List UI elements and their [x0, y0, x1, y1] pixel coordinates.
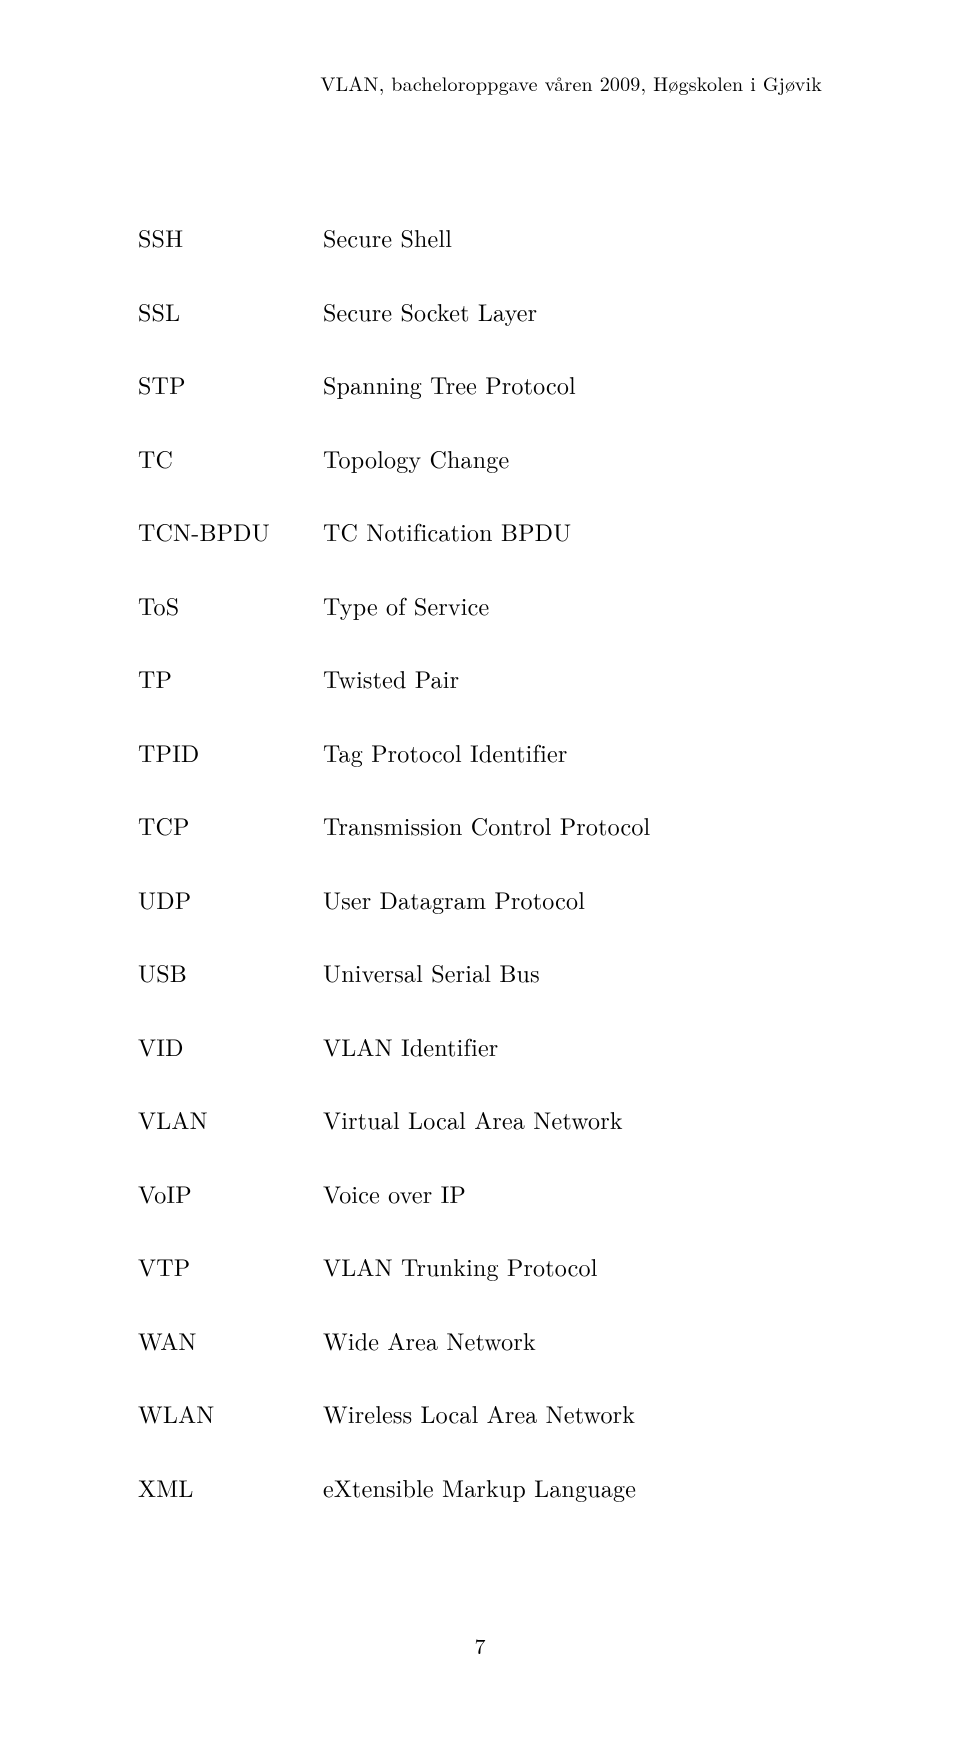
glossary-row: UDPUser Datagram Protocol [138, 882, 822, 916]
glossary-term: TC [138, 441, 323, 475]
glossary-term: SSL [138, 294, 323, 328]
glossary-definition: Topology Change [323, 441, 509, 475]
glossary-row: TCPTransmission Control Protocol [138, 808, 822, 842]
glossary-row: VLANVirtual Local Area Network [138, 1102, 822, 1136]
glossary-definition: VLAN Identifier [323, 1029, 498, 1063]
glossary-row: TCN-BPDUTC Notification BPDU [138, 514, 822, 548]
glossary-term: TCN-BPDU [138, 514, 323, 548]
glossary-row: STPSpanning Tree Protocol [138, 367, 822, 401]
glossary-row: TPIDTag Protocol Identifier [138, 735, 822, 769]
glossary-term: TP [138, 661, 323, 695]
glossary-row: SSHSecure Shell [138, 220, 822, 254]
glossary-definition: Wide Area Network [323, 1323, 536, 1357]
glossary-row: VTPVLAN Trunking Protocol [138, 1249, 822, 1283]
glossary-row: VIDVLAN Identifier [138, 1029, 822, 1063]
glossary-row: SSLSecure Socket Layer [138, 294, 822, 328]
glossary-term: VLAN [138, 1102, 323, 1136]
glossary-term: USB [138, 955, 323, 989]
glossary-definition: Voice over IP [323, 1176, 466, 1210]
glossary-row: VoIPVoice over IP [138, 1176, 822, 1210]
glossary-definition: Twisted Pair [323, 661, 459, 695]
glossary-definition: Wireless Local Area Network [323, 1396, 635, 1430]
glossary-definition: Transmission Control Protocol [323, 808, 650, 842]
glossary-term: VoIP [138, 1176, 323, 1210]
glossary-table: SSHSecure Shell SSLSecure Socket Layer STP… [138, 220, 822, 1543]
glossary-term: WAN [138, 1323, 323, 1357]
glossary-term: UDP [138, 882, 323, 916]
glossary-term: TCP [138, 808, 323, 842]
glossary-definition: Spanning Tree Protocol [323, 367, 576, 401]
glossary-definition: Type of Service [323, 588, 489, 622]
glossary-row: ToSType of Service [138, 588, 822, 622]
glossary-definition: Tag Protocol Identifier [323, 735, 567, 769]
glossary-term: STP [138, 367, 323, 401]
glossary-term: WLAN [138, 1396, 323, 1430]
glossary-row: WANWide Area Network [138, 1323, 822, 1357]
glossary-definition: TC Notification BPDU [323, 514, 571, 548]
glossary-definition: Secure Socket Layer [323, 294, 537, 328]
glossary-row: TCTopology Change [138, 441, 822, 475]
glossary-row: WLANWireless Local Area Network [138, 1396, 822, 1430]
page: VLAN, bacheloroppgave våren 2009, Høgsko… [0, 0, 960, 1751]
glossary-term: VTP [138, 1249, 323, 1283]
glossary-term: ToS [138, 588, 323, 622]
glossary-definition: VLAN Trunking Protocol [323, 1249, 598, 1283]
glossary-definition: eXtensible Markup Language [323, 1470, 636, 1504]
glossary-definition: Secure Shell [323, 220, 452, 254]
page-number: 7 [0, 1630, 960, 1661]
glossary-row: USBUniversal Serial Bus [138, 955, 822, 989]
glossary-definition: Virtual Local Area Network [323, 1102, 623, 1136]
glossary-term: VID [138, 1029, 323, 1063]
glossary-definition: User Datagram Protocol [323, 882, 585, 916]
glossary-term: TPID [138, 735, 323, 769]
running-header: VLAN, bacheloroppgave våren 2009, Høgsko… [320, 68, 822, 97]
glossary-term: SSH [138, 220, 323, 254]
glossary-row: XMLeXtensible Markup Language [138, 1470, 822, 1504]
glossary-term: XML [138, 1470, 323, 1504]
glossary-definition: Universal Serial Bus [323, 955, 540, 989]
glossary-row: TPTwisted Pair [138, 661, 822, 695]
